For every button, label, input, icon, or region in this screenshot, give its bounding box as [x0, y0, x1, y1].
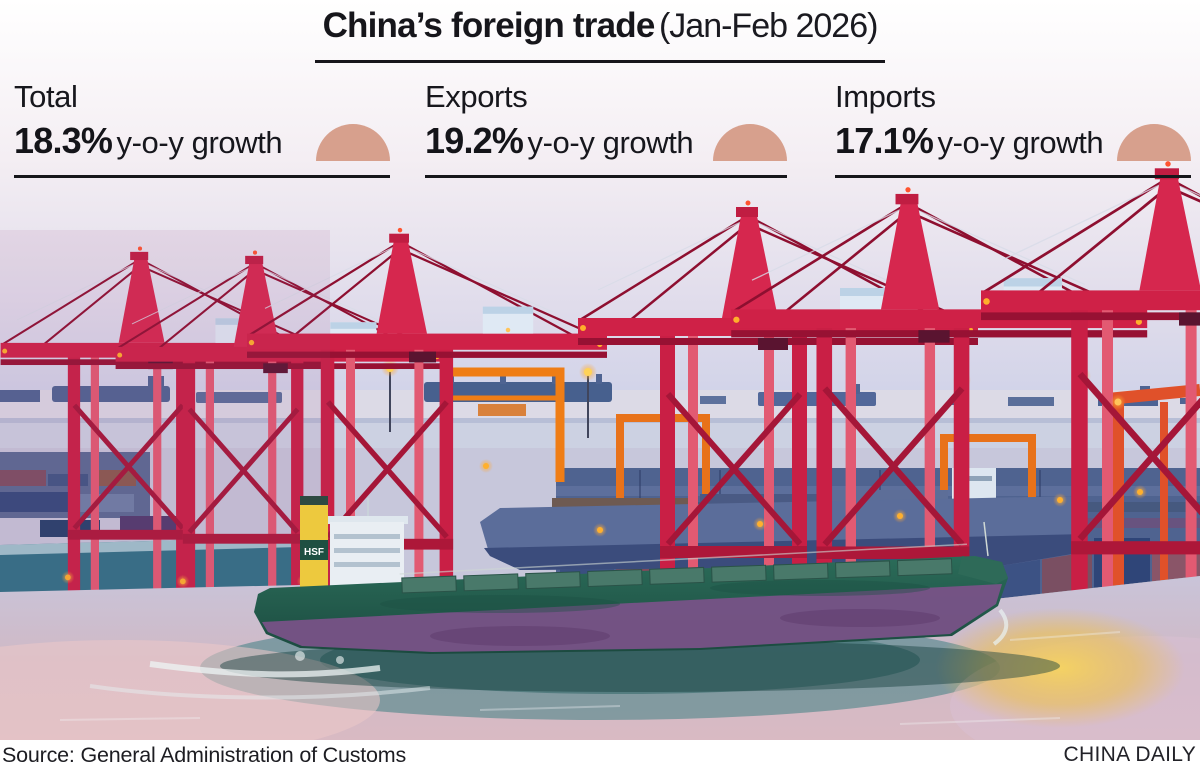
stat-total: Total 18.3% y-o-y growth [14, 78, 390, 178]
stat-total-label: Total [14, 79, 78, 114]
semicircle-icon [316, 124, 390, 161]
header: China’s foreign trade (Jan-Feb 2026) [0, 0, 1200, 63]
stats-row: Total 18.3% y-o-y growth Exports 19.2% y… [14, 78, 1191, 178]
stat-imports-value: 17.1% [835, 120, 934, 161]
yard-lights [479, 394, 1147, 537]
stat-imports-suffix: y-o-y growth [937, 125, 1104, 160]
title-period: (Jan-Feb 2026) [658, 7, 878, 45]
publication-credit: CHINA DAILY [1063, 743, 1196, 766]
page-title: China’s foreign trade (Jan-Feb 2026) [314, 6, 886, 63]
source-credit: Source: General Administration of Custom… [2, 742, 407, 767]
semicircle-icon [1117, 124, 1191, 161]
stat-imports: Imports 17.1% y-o-y growth [835, 78, 1191, 178]
stat-exports-label: Exports [425, 79, 528, 114]
stat-exports: Exports 19.2% y-o-y growth [425, 78, 787, 178]
stat-exports-value: 19.2% [425, 120, 524, 161]
funnel-logo-text: HSF [304, 547, 324, 558]
semicircle-icon [713, 124, 787, 161]
stat-exports-suffix: y-o-y growth [527, 125, 694, 160]
stat-total-suffix: y-o-y growth [116, 125, 283, 160]
stat-total-value: 18.3% [14, 120, 113, 161]
port-photo-illustration: HSF [0, 0, 1200, 740]
quay-cranes [0, 161, 1200, 638]
footer: Source: General Administration of Custom… [0, 740, 1200, 770]
stat-imports-label: Imports [835, 79, 936, 114]
cargo-ship: HSF [89, 496, 1060, 700]
title-main: China’s foreign trade [322, 6, 656, 45]
